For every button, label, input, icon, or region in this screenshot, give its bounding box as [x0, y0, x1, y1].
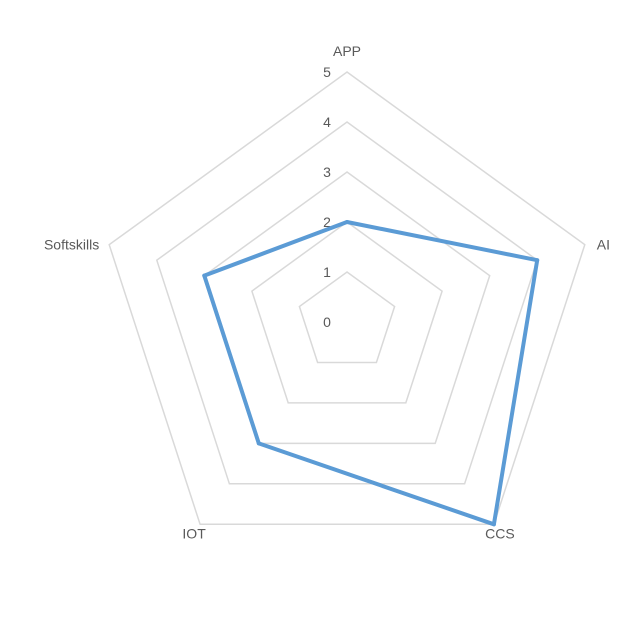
data-point-iot — [256, 441, 261, 446]
axis-label-ccs: CCS — [485, 525, 515, 541]
tick-label-3: 3 — [323, 164, 331, 180]
grid-ring-5 — [108, 71, 586, 526]
tick-label-2: 2 — [323, 214, 331, 230]
grid-layer — [108, 71, 586, 526]
grid-ring-1 — [298, 271, 396, 364]
axis-label-iot: IOT — [182, 525, 206, 541]
data-point-ai — [535, 258, 540, 263]
axis-label-app: APP — [333, 43, 361, 59]
axis-labels: APP AI CCS IOT Softskills — [44, 43, 610, 541]
tick-label-5: 5 — [323, 64, 331, 80]
axis-label-ai: AI — [597, 237, 610, 253]
series-0-line — [202, 220, 540, 527]
axis-label-softskills: Softskills — [44, 237, 99, 253]
tick-label-4: 4 — [323, 114, 331, 130]
data-point-softskills — [202, 273, 207, 278]
grid-ring-4 — [155, 121, 539, 485]
data-point-app — [345, 220, 349, 224]
data-point-ccs — [491, 522, 496, 527]
tick-label-1: 1 — [323, 264, 331, 280]
series-layer — [202, 220, 540, 527]
grid-ring-2 — [251, 221, 443, 404]
tick-label-0: 0 — [323, 314, 331, 330]
tick-labels: 0 1 2 3 4 5 — [323, 64, 331, 330]
grid-ring-3 — [203, 171, 491, 445]
